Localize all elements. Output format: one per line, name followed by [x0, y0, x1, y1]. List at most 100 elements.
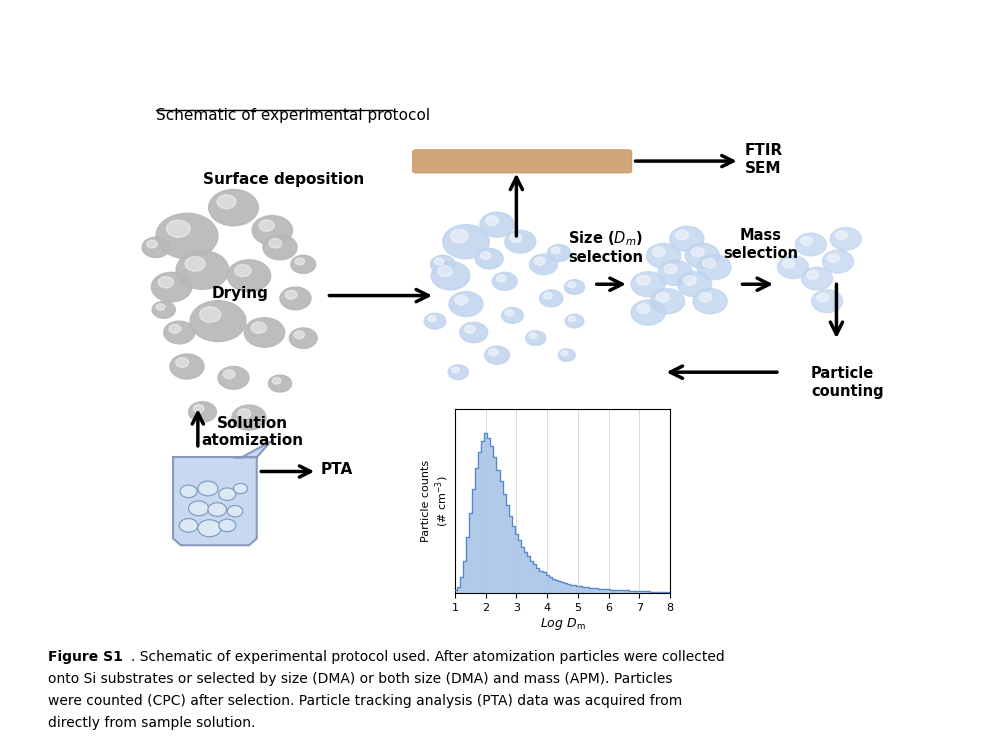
Text: Surface deposition: Surface deposition — [203, 172, 364, 186]
Circle shape — [699, 293, 712, 302]
Circle shape — [652, 247, 665, 256]
Circle shape — [152, 301, 175, 318]
X-axis label: $\mathit{Log}\ D_\mathrm{m}$: $\mathit{Log}\ D_\mathrm{m}$ — [540, 616, 585, 632]
Polygon shape — [173, 457, 257, 545]
Circle shape — [193, 405, 204, 413]
Circle shape — [455, 296, 468, 305]
Circle shape — [670, 226, 704, 251]
Circle shape — [678, 272, 712, 297]
Circle shape — [295, 258, 304, 265]
Circle shape — [822, 250, 854, 273]
Text: Figure S1: Figure S1 — [48, 650, 123, 664]
Circle shape — [544, 293, 552, 299]
Text: directly from sample solution.: directly from sample solution. — [48, 716, 255, 730]
Circle shape — [534, 257, 545, 265]
Circle shape — [259, 220, 274, 231]
Circle shape — [812, 290, 843, 312]
Circle shape — [465, 325, 475, 333]
Circle shape — [460, 322, 488, 343]
Circle shape — [637, 276, 650, 285]
Circle shape — [475, 248, 503, 269]
Circle shape — [227, 260, 271, 292]
Circle shape — [252, 215, 292, 245]
Circle shape — [268, 375, 292, 392]
Text: Size ($D_m$)
selection: Size ($D_m$) selection — [568, 229, 643, 265]
Circle shape — [448, 365, 468, 380]
Circle shape — [778, 256, 809, 279]
Circle shape — [540, 290, 563, 307]
Circle shape — [489, 349, 498, 356]
Text: were counted (CPC) after selection. Particle tracking analysis (PTA) data was ac: were counted (CPC) after selection. Part… — [48, 694, 682, 708]
Circle shape — [156, 213, 218, 259]
Circle shape — [158, 276, 174, 288]
Text: Drying: Drying — [211, 287, 268, 301]
Circle shape — [263, 235, 297, 260]
Circle shape — [443, 225, 489, 259]
Circle shape — [156, 304, 165, 310]
Circle shape — [807, 270, 819, 279]
Circle shape — [561, 351, 568, 355]
Circle shape — [272, 377, 281, 384]
Circle shape — [198, 520, 221, 537]
Circle shape — [167, 220, 190, 237]
Circle shape — [151, 272, 192, 302]
Circle shape — [647, 243, 681, 268]
Circle shape — [650, 289, 685, 314]
Circle shape — [185, 256, 205, 271]
Polygon shape — [233, 441, 271, 457]
Circle shape — [505, 310, 514, 316]
Circle shape — [564, 279, 585, 295]
Circle shape — [703, 259, 716, 268]
Circle shape — [227, 506, 243, 517]
Circle shape — [568, 316, 575, 321]
Circle shape — [232, 405, 266, 430]
Circle shape — [176, 357, 189, 367]
Circle shape — [492, 272, 517, 290]
Circle shape — [169, 324, 181, 333]
Circle shape — [551, 247, 560, 254]
Text: FTIR
SEM: FTIR SEM — [745, 143, 783, 175]
Circle shape — [497, 275, 506, 282]
Text: Schematic of experimental protocol: Schematic of experimental protocol — [156, 108, 430, 123]
Circle shape — [529, 333, 537, 338]
Circle shape — [451, 230, 468, 242]
Circle shape — [294, 331, 305, 339]
Circle shape — [180, 485, 197, 497]
Circle shape — [685, 243, 719, 268]
Circle shape — [190, 301, 246, 341]
Circle shape — [219, 519, 236, 531]
Circle shape — [189, 402, 216, 422]
Circle shape — [289, 328, 317, 349]
Circle shape — [269, 239, 282, 248]
Text: Particle
counting: Particle counting — [811, 366, 884, 399]
Circle shape — [691, 247, 704, 256]
Circle shape — [147, 240, 157, 248]
Circle shape — [238, 409, 251, 419]
Circle shape — [217, 195, 236, 209]
Circle shape — [795, 233, 826, 256]
Circle shape — [428, 315, 436, 321]
Circle shape — [510, 234, 522, 242]
Circle shape — [480, 251, 491, 259]
Circle shape — [234, 483, 247, 494]
Circle shape — [830, 228, 861, 250]
Text: PTA: PTA — [321, 462, 353, 478]
Circle shape — [801, 237, 812, 245]
Circle shape — [285, 290, 297, 299]
Circle shape — [664, 264, 677, 273]
Circle shape — [658, 260, 692, 285]
Circle shape — [631, 300, 665, 325]
Circle shape — [449, 292, 483, 317]
Circle shape — [164, 321, 195, 344]
Text: Solution
atomization: Solution atomization — [202, 416, 304, 448]
Circle shape — [530, 254, 557, 275]
Circle shape — [485, 346, 509, 364]
Circle shape — [568, 282, 576, 287]
Circle shape — [189, 501, 209, 516]
Circle shape — [251, 322, 267, 333]
Circle shape — [783, 259, 795, 268]
Circle shape — [176, 251, 229, 290]
Circle shape — [438, 266, 452, 276]
Circle shape — [836, 231, 847, 240]
Text: . Schematic of experimental protocol used. After atomization particles were coll: . Schematic of experimental protocol use… — [131, 650, 725, 664]
